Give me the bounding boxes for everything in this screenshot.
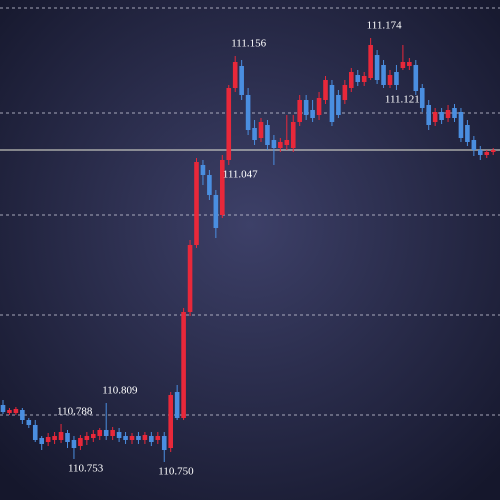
candle-body [220, 160, 225, 215]
candle-body [258, 122, 264, 138]
candle-body [478, 150, 483, 155]
candle-body [290, 122, 296, 148]
candle-body [413, 65, 419, 91]
candle-body [419, 88, 425, 108]
candle-body [91, 434, 96, 438]
candle-body [329, 85, 335, 122]
candle-body [0, 405, 6, 412]
candle-body [232, 62, 238, 88]
candle-body [445, 110, 451, 118]
candle-body [174, 392, 180, 418]
price-annotation: 111.156 [231, 38, 266, 50]
candle-body [207, 175, 212, 195]
candle-body [465, 125, 470, 142]
candle-body [20, 410, 25, 420]
candle-body [39, 438, 44, 444]
candle-body [387, 75, 393, 85]
candle-body [7, 410, 12, 413]
candle-body [13, 409, 19, 413]
candle-body [161, 436, 167, 450]
candle-body [226, 88, 232, 160]
candle-body [123, 436, 128, 440]
candle-body [32, 425, 38, 440]
candle-body [297, 100, 302, 122]
candle-body [310, 110, 315, 118]
candle-body [239, 66, 244, 95]
price-annotation: 110.809 [102, 385, 138, 397]
candle-body [97, 430, 103, 436]
candle-body [213, 195, 219, 228]
candle-body [355, 75, 361, 82]
candle-body [432, 112, 438, 122]
candle-body [484, 152, 490, 155]
price-annotation: 111.047 [223, 169, 258, 181]
candle-body [394, 72, 399, 85]
candle-body [149, 436, 154, 442]
candle-body [336, 95, 341, 115]
candle-body [26, 420, 32, 425]
candle-body [381, 65, 386, 85]
candle-body [400, 62, 406, 68]
candle-body [110, 430, 115, 436]
candle-body [284, 140, 290, 145]
price-annotation: 110.750 [158, 466, 194, 478]
candle-body [116, 432, 122, 438]
candle-body [65, 433, 70, 442]
candle-body [252, 128, 257, 140]
candle-body [368, 45, 373, 78]
candle-body [271, 140, 277, 148]
candle-body [490, 150, 496, 152]
candle-body [361, 76, 367, 82]
candle-body [142, 435, 148, 440]
candle-body [187, 245, 193, 312]
candle-body [78, 438, 83, 446]
candle-body [316, 98, 322, 115]
candle-body [452, 108, 457, 118]
candle-body [407, 62, 412, 66]
price-annotation: 111.121 [385, 94, 420, 106]
candle-body [58, 432, 64, 440]
candle-body [471, 140, 477, 150]
candle-body [458, 112, 464, 138]
candle-body [155, 436, 161, 440]
candle-body [84, 436, 90, 440]
candle-body [168, 395, 173, 448]
candle-body [245, 95, 251, 130]
candle-body [265, 125, 270, 145]
candle-body [374, 55, 380, 80]
candle-body [323, 80, 328, 100]
candle-body [342, 85, 348, 100]
candle-body [278, 142, 283, 148]
candle-body [129, 436, 135, 440]
candle-body [349, 72, 354, 88]
candle-body [426, 105, 431, 125]
price-annotation: 110.753 [68, 463, 104, 475]
price-annotation: 110.788 [57, 406, 93, 418]
price-annotation: 111.174 [367, 20, 402, 32]
candle-body [439, 112, 444, 120]
candle-body [303, 100, 309, 115]
candle-body [52, 436, 57, 440]
candle-body [45, 437, 51, 442]
candle-body [181, 312, 186, 418]
candle-body [194, 162, 199, 245]
candle-body [136, 436, 141, 440]
candle-body [103, 430, 109, 436]
candle-body [71, 440, 77, 448]
candle-body [200, 165, 206, 175]
